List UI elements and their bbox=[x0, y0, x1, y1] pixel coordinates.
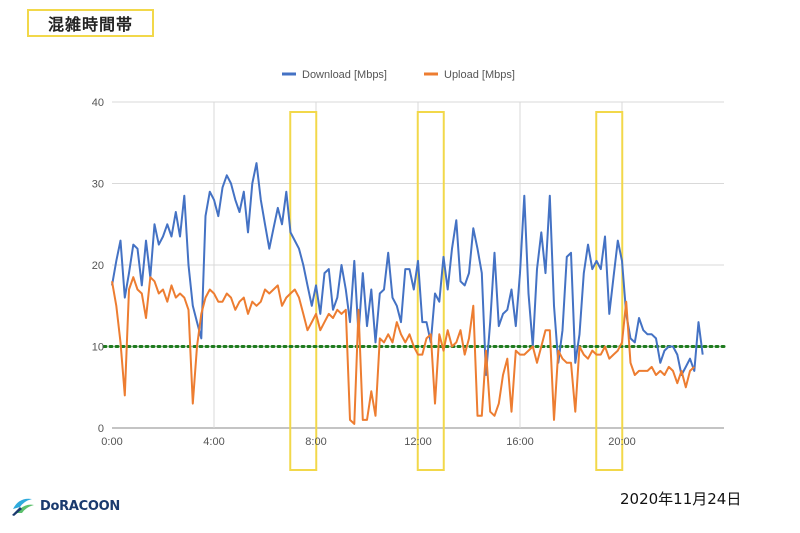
legend-label-upload: Upload [Mbps] bbox=[444, 69, 515, 81]
chart-legend: Download [Mbps] Upload [Mbps] bbox=[282, 69, 515, 81]
x-tick-label: 4:00 bbox=[203, 436, 224, 448]
brand-logo: DoRACOON bbox=[10, 495, 120, 517]
logo-text: DoRACOON bbox=[40, 498, 120, 514]
chart-date: 2020年11月24日 bbox=[620, 490, 742, 508]
series-line-upload bbox=[111, 276, 695, 425]
x-tick-label: 20:00 bbox=[608, 436, 636, 448]
y-tick-label: 30 bbox=[92, 179, 104, 191]
highlight-box bbox=[595, 111, 624, 471]
series-line-download bbox=[111, 162, 704, 376]
logo-icon bbox=[12, 498, 34, 516]
legend-label-download: Download [Mbps] bbox=[302, 69, 387, 81]
chart-axes: 0 10 20 30 40 0:00 4:00 8:00 12:00 16:00 20:00 bbox=[92, 97, 636, 448]
y-tick-label: 40 bbox=[92, 97, 104, 109]
y-tick-label: 20 bbox=[92, 260, 104, 272]
series-lines bbox=[111, 162, 704, 425]
x-tick-label: 8:00 bbox=[305, 436, 326, 448]
y-tick-label: 10 bbox=[92, 342, 104, 354]
page-title: 混雑時間帯 bbox=[27, 9, 154, 37]
x-tick-label: 0:00 bbox=[101, 436, 122, 448]
y-tick-label: 0 bbox=[98, 423, 104, 435]
x-tick-label: 12:00 bbox=[404, 436, 432, 448]
x-tick-label: 16:00 bbox=[506, 436, 534, 448]
highlight-box bbox=[416, 111, 445, 471]
